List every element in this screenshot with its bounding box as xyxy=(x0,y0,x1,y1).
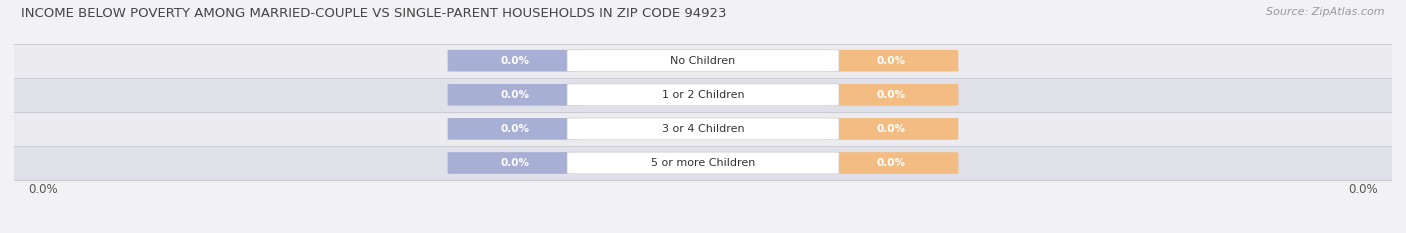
Text: 0.0%: 0.0% xyxy=(501,90,529,100)
Text: 0.0%: 0.0% xyxy=(877,56,905,66)
Text: 0.0%: 0.0% xyxy=(1348,183,1378,196)
FancyBboxPatch shape xyxy=(447,152,582,174)
FancyBboxPatch shape xyxy=(567,84,839,106)
Text: 0.0%: 0.0% xyxy=(877,124,905,134)
FancyBboxPatch shape xyxy=(447,118,582,140)
FancyBboxPatch shape xyxy=(447,50,582,72)
Bar xyxy=(14,44,1392,78)
Bar xyxy=(14,112,1392,146)
Text: 0.0%: 0.0% xyxy=(501,158,529,168)
FancyBboxPatch shape xyxy=(567,152,839,174)
Text: INCOME BELOW POVERTY AMONG MARRIED-COUPLE VS SINGLE-PARENT HOUSEHOLDS IN ZIP COD: INCOME BELOW POVERTY AMONG MARRIED-COUPL… xyxy=(21,7,727,20)
FancyBboxPatch shape xyxy=(824,50,959,72)
FancyBboxPatch shape xyxy=(447,84,582,106)
FancyBboxPatch shape xyxy=(824,84,959,106)
FancyBboxPatch shape xyxy=(824,152,959,174)
Text: 0.0%: 0.0% xyxy=(501,124,529,134)
Bar xyxy=(14,146,1392,180)
Text: Source: ZipAtlas.com: Source: ZipAtlas.com xyxy=(1267,7,1385,17)
Text: 1 or 2 Children: 1 or 2 Children xyxy=(662,90,744,100)
FancyBboxPatch shape xyxy=(567,50,839,72)
Text: 0.0%: 0.0% xyxy=(501,56,529,66)
Text: 0.0%: 0.0% xyxy=(877,90,905,100)
Text: 0.0%: 0.0% xyxy=(28,183,58,196)
Text: 3 or 4 Children: 3 or 4 Children xyxy=(662,124,744,134)
Bar xyxy=(14,78,1392,112)
FancyBboxPatch shape xyxy=(824,118,959,140)
Text: No Children: No Children xyxy=(671,56,735,66)
FancyBboxPatch shape xyxy=(567,118,839,140)
Text: 5 or more Children: 5 or more Children xyxy=(651,158,755,168)
Text: 0.0%: 0.0% xyxy=(877,158,905,168)
